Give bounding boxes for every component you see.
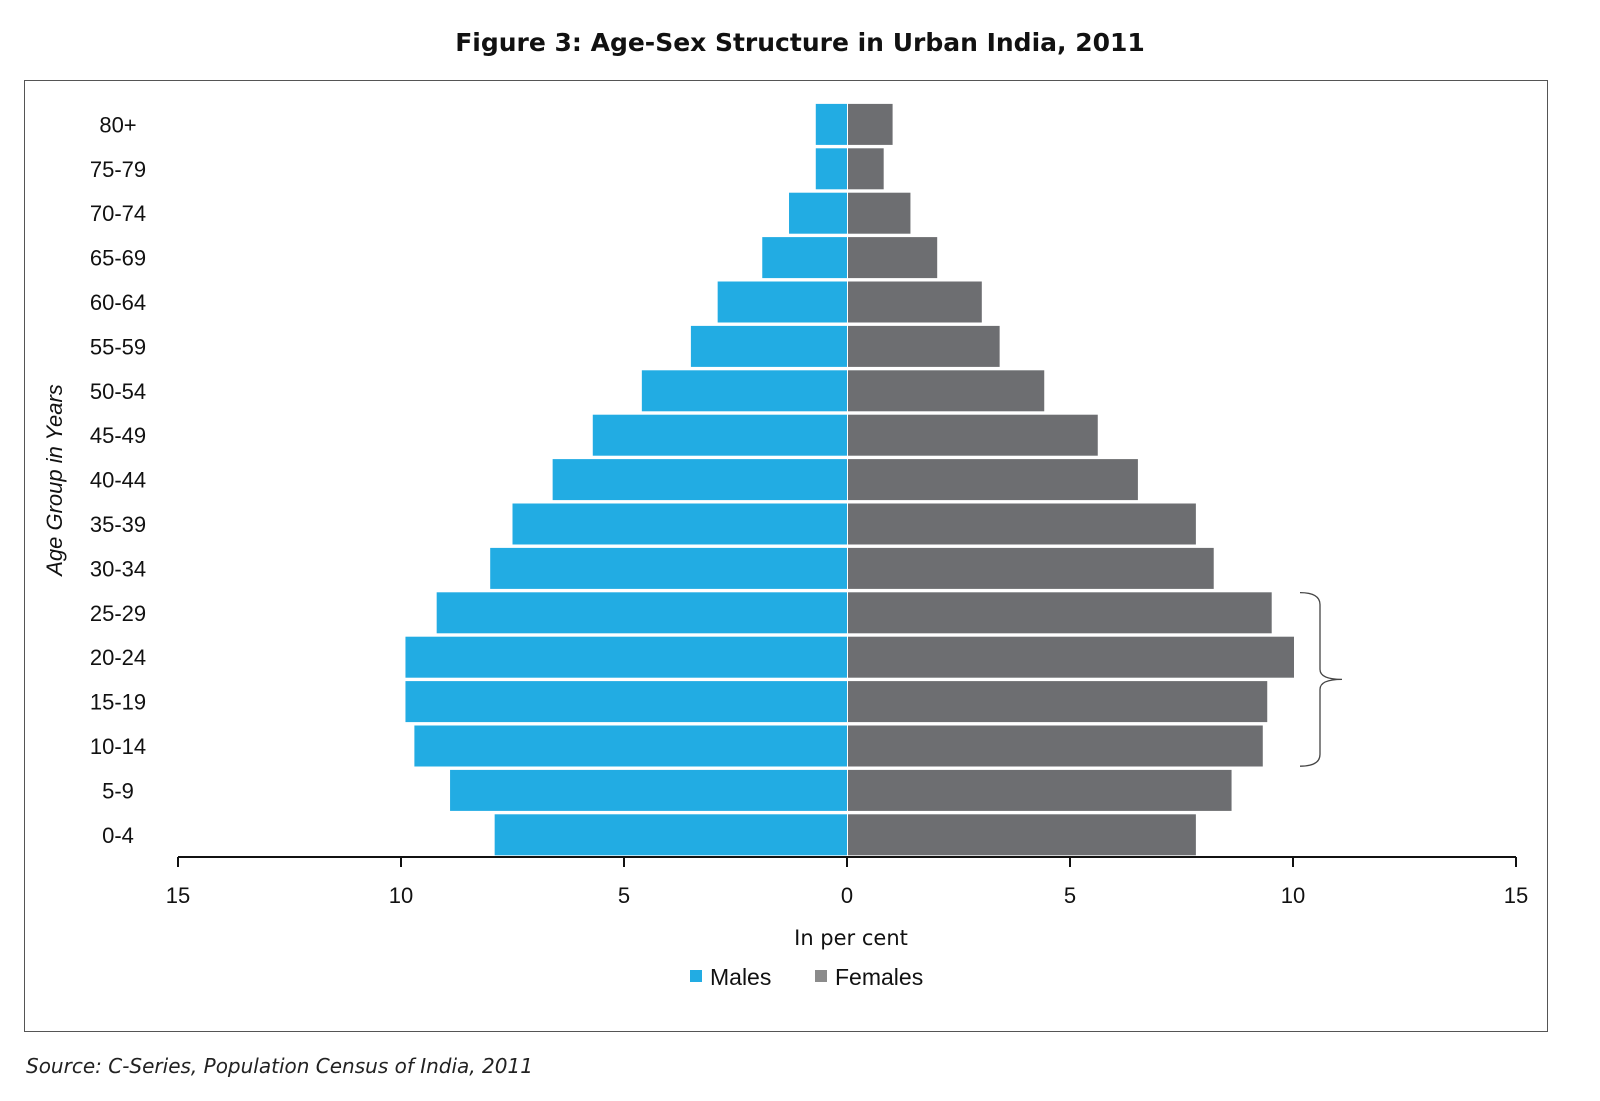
age-label: 25-29 — [90, 601, 146, 626]
bar-males-5-9 — [450, 769, 847, 811]
bar-males-75-79 — [815, 148, 847, 190]
x-axis-title: In per cent — [794, 926, 908, 950]
bar-males-30-34 — [490, 547, 847, 589]
bar-females-45-49 — [848, 414, 1098, 456]
bar-males-0-4 — [494, 814, 847, 856]
x-tick-label: 0 — [841, 883, 853, 908]
bar-males-55-59 — [690, 325, 847, 367]
bar-females-25-29 — [848, 592, 1272, 634]
bar-females-75-79 — [848, 148, 884, 190]
x-tick-label: 15 — [166, 883, 190, 908]
bar-males-15-19 — [405, 681, 847, 723]
bar-males-60-64 — [717, 281, 847, 323]
bar-males-50-54 — [641, 370, 847, 412]
chart-frame — [24, 80, 1548, 1032]
age-label: 40-44 — [90, 468, 146, 493]
age-label: 35-39 — [90, 512, 146, 537]
age-label: 75-79 — [90, 157, 146, 182]
age-label: 10-14 — [90, 734, 146, 759]
age-bracket — [1299, 591, 1343, 767]
bar-females-5-9 — [848, 769, 1232, 811]
age-label: 5-9 — [102, 778, 134, 803]
bar-females-55-59 — [848, 325, 1000, 367]
bar-females-60-64 — [848, 281, 982, 323]
age-label: 50-54 — [90, 379, 146, 404]
age-label: 60-64 — [90, 290, 146, 315]
age-label: 45-49 — [90, 423, 146, 448]
bar-females-10-14 — [848, 725, 1263, 767]
chart-title: Figure 3: Age-Sex Structure in Urban Ind… — [455, 28, 1145, 57]
legend: Males Females — [690, 964, 923, 990]
bar-males-25-29 — [436, 592, 847, 634]
age-label: 0-4 — [102, 823, 134, 848]
age-label: 20-24 — [90, 645, 146, 670]
bar-females-65-69 — [848, 237, 938, 279]
age-labels: 0-4 5-9 10-14 15-19 20-24 25-29 30-34 35-39 40-4… — [90, 112, 146, 847]
bars-group — [405, 103, 1294, 856]
bar-males-20-24 — [405, 636, 847, 678]
age-label: 70-74 — [90, 201, 146, 226]
bar-males-10-14 — [414, 725, 847, 767]
bar-females-20-24 — [848, 636, 1294, 678]
bar-males-35-39 — [512, 503, 847, 545]
x-tick-label: 10 — [389, 883, 413, 908]
legend-swatch-females — [815, 970, 827, 982]
age-label: 80+ — [99, 112, 136, 137]
bar-males-45-49 — [592, 414, 847, 456]
x-tick-label: 5 — [1064, 883, 1076, 908]
age-label: 65-69 — [90, 246, 146, 271]
bar-females-35-39 — [848, 503, 1196, 545]
bar-females-50-54 — [848, 370, 1045, 412]
x-tick-label: 15 — [1504, 883, 1528, 908]
bar-females-0-4 — [848, 814, 1196, 856]
bar-females-70-74 — [848, 192, 911, 234]
age-label: 30-34 — [90, 556, 146, 581]
bar-females-40-44 — [848, 459, 1138, 501]
legend-label-females: Females — [835, 964, 923, 990]
legend-swatch-males — [690, 970, 702, 982]
bar-females-80+ — [848, 103, 893, 145]
y-axis-title: Age Group in Years — [42, 384, 67, 578]
source-note: Source: C-Series, Population Census of I… — [26, 1054, 533, 1078]
x-axis: 15 10 5 0 5 10 15 — [166, 856, 1528, 908]
bar-males-80+ — [815, 103, 847, 145]
bar-males-70-74 — [789, 192, 847, 234]
x-tick-label: 10 — [1281, 883, 1305, 908]
age-label: 55-59 — [90, 334, 146, 359]
x-tick-label: 5 — [618, 883, 630, 908]
bar-males-65-69 — [762, 237, 847, 279]
age-label: 15-19 — [90, 690, 146, 715]
legend-label-males: Males — [710, 964, 771, 990]
bar-females-30-34 — [848, 547, 1214, 589]
bar-males-40-44 — [552, 459, 847, 501]
bar-females-15-19 — [848, 681, 1268, 723]
